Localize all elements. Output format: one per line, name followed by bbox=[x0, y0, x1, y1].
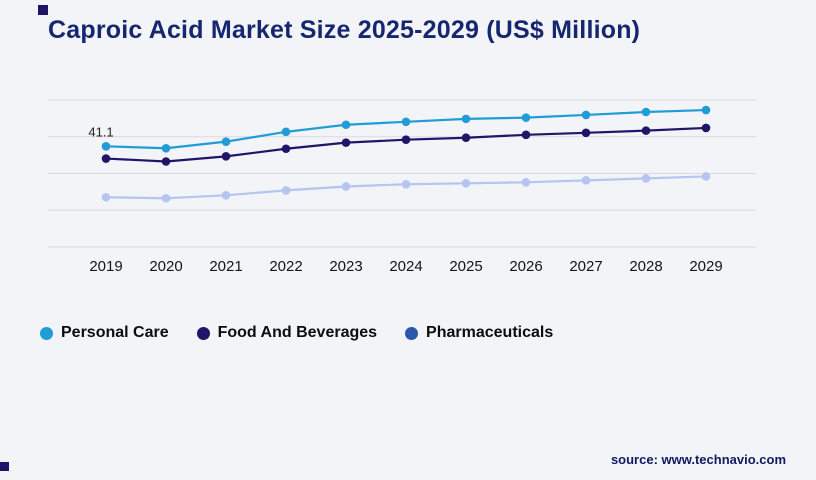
data-point-personal-care bbox=[521, 113, 531, 122]
data-label-first-point: 41.1 bbox=[88, 124, 113, 139]
data-point-personal-care bbox=[281, 127, 291, 137]
data-point-pharmaceuticals bbox=[101, 192, 111, 202]
legend-label-pharmaceuticals: Pharmaceuticals bbox=[426, 324, 554, 341]
data-point-food-and-beverages bbox=[341, 138, 351, 147]
source-credit: source: www.technavio.com bbox=[610, 452, 786, 467]
data-point-food-and-beverages bbox=[521, 130, 531, 140]
legend-item-food-and-beverages: Food And Beverages bbox=[196, 324, 378, 342]
data-point-food-and-beverages bbox=[641, 126, 651, 135]
data-point-pharmaceuticals bbox=[401, 179, 411, 189]
legend-label-personal-care: Personal Care bbox=[61, 324, 169, 341]
data-point-pharmaceuticals bbox=[161, 193, 171, 203]
data-point-food-and-beverages bbox=[281, 144, 291, 154]
data-point-personal-care bbox=[341, 120, 351, 130]
data-point-personal-care bbox=[461, 114, 471, 124]
x-axis-label: 2028 bbox=[629, 258, 662, 275]
data-point-personal-care bbox=[401, 117, 411, 127]
data-point-personal-care bbox=[161, 143, 171, 153]
legend-marker-food-and-beverages bbox=[196, 326, 210, 340]
data-point-food-and-beverages bbox=[161, 157, 171, 166]
data-point-pharmaceuticals bbox=[281, 186, 291, 195]
x-axis-label: 2019 bbox=[89, 258, 122, 275]
x-axis-label: 2029 bbox=[689, 258, 722, 275]
x-axis-label: 2027 bbox=[569, 258, 602, 275]
data-point-food-and-beverages bbox=[581, 128, 591, 138]
data-point-personal-care bbox=[641, 107, 651, 117]
data-point-pharmaceuticals bbox=[221, 191, 231, 200]
x-axis-label: 2024 bbox=[389, 258, 422, 275]
legend-item-personal-care: Personal Care bbox=[40, 324, 169, 342]
data-point-personal-care bbox=[221, 137, 231, 146]
chart-legend: Personal Care Food And Beverages Pharmac… bbox=[40, 324, 553, 342]
data-point-pharmaceuticals bbox=[581, 176, 591, 185]
x-axis-label: 2026 bbox=[509, 258, 542, 275]
x-axis-label: 2022 bbox=[269, 258, 302, 275]
data-point-food-and-beverages bbox=[221, 152, 231, 161]
legend-marker-pharmaceuticals bbox=[405, 326, 419, 340]
chart-title: Caproic Acid Market Size 2025-2029 (US$ … bbox=[48, 16, 641, 44]
data-point-pharmaceuticals bbox=[521, 178, 531, 187]
data-point-pharmaceuticals bbox=[641, 174, 651, 183]
x-axis-label: 2025 bbox=[449, 258, 482, 275]
data-point-pharmaceuticals bbox=[701, 172, 711, 181]
legend-label-food-and-beverages: Food And Beverages bbox=[217, 324, 378, 341]
data-point-personal-care bbox=[701, 105, 711, 115]
x-axis-label: 2020 bbox=[149, 258, 182, 275]
x-axis-label: 2023 bbox=[329, 258, 362, 275]
data-point-food-and-beverages bbox=[401, 135, 411, 144]
corner-accent-bottom-left bbox=[0, 462, 9, 471]
data-point-pharmaceuticals bbox=[461, 179, 471, 188]
corner-accent-top-left bbox=[38, 5, 48, 15]
data-point-personal-care bbox=[101, 142, 111, 151]
data-point-personal-care bbox=[581, 110, 591, 120]
legend-item-pharmaceuticals: Pharmaceuticals bbox=[405, 324, 553, 342]
data-point-food-and-beverages bbox=[461, 133, 471, 143]
data-point-food-and-beverages bbox=[101, 154, 111, 163]
legend-marker-personal-care bbox=[40, 326, 53, 340]
x-axis-label: 2021 bbox=[209, 258, 242, 275]
data-point-pharmaceuticals bbox=[341, 182, 351, 191]
data-point-food-and-beverages bbox=[701, 123, 711, 133]
